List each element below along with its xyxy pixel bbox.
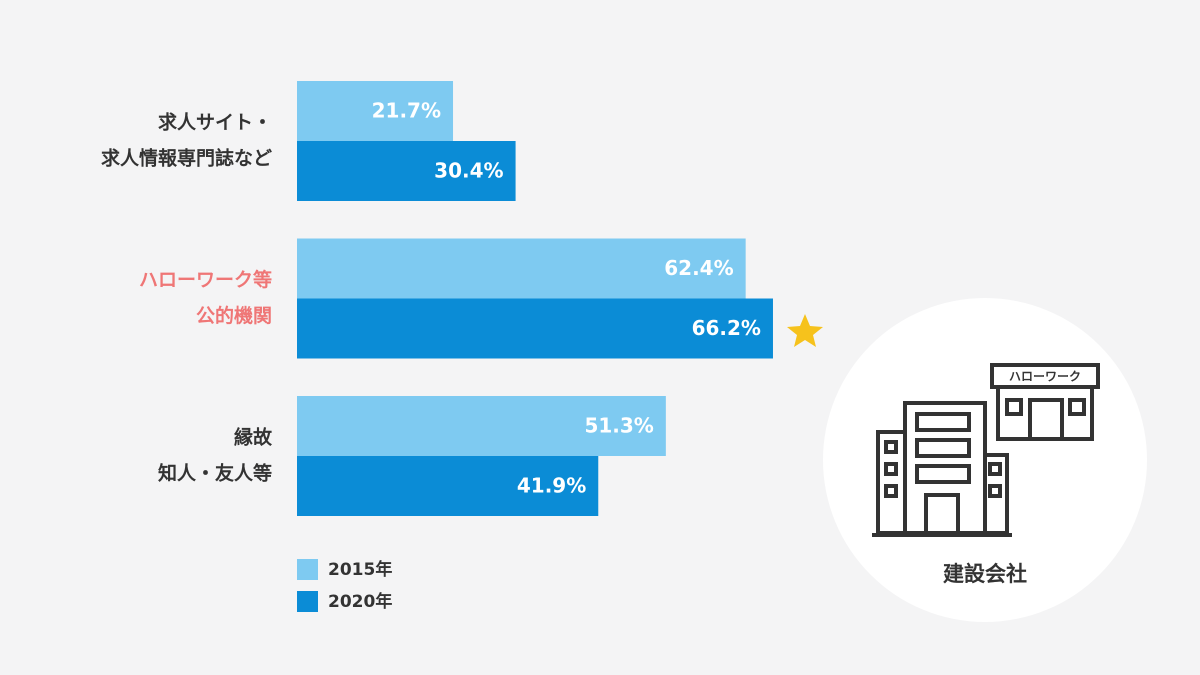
window — [915, 412, 971, 432]
illustration-label: 建設会社 — [943, 562, 1027, 586]
value-label: 41.9% — [517, 474, 586, 498]
value-label: 30.4% — [434, 159, 503, 183]
bar — [297, 81, 454, 141]
category-label: 縁故 — [234, 426, 273, 449]
legend-label: 2020年 — [328, 591, 392, 612]
window — [1068, 398, 1086, 416]
value-label: 51.3% — [584, 414, 653, 438]
window — [915, 438, 971, 458]
door — [1028, 398, 1064, 441]
window — [915, 464, 971, 484]
legend-label: 2015年 — [328, 559, 392, 580]
category-label: 公的機関 — [196, 304, 272, 327]
category-label: 知人・友人等 — [158, 462, 272, 485]
window — [988, 484, 1002, 498]
value-label: 66.2% — [692, 316, 761, 340]
window — [884, 462, 898, 476]
bar — [297, 141, 516, 201]
category-label: 求人サイト・ — [158, 111, 272, 134]
building-icon: ハローワーク — [872, 363, 1100, 537]
star — [787, 314, 823, 347]
bar — [297, 298, 773, 359]
window — [884, 440, 898, 454]
value-label: 62.4% — [664, 256, 733, 280]
legend-swatch — [297, 559, 318, 580]
window — [1005, 398, 1023, 416]
bar — [297, 396, 666, 456]
window — [884, 484, 898, 498]
category-label: 求人情報専門誌など — [101, 147, 272, 170]
category-label: ハローワーク等 — [139, 268, 272, 291]
bar — [297, 238, 746, 299]
legend-swatch — [297, 591, 318, 612]
bar — [297, 456, 599, 516]
door — [924, 493, 960, 535]
value-label: 21.7% — [372, 99, 441, 123]
sign-text: ハローワーク — [1009, 370, 1081, 384]
window — [988, 462, 1002, 476]
